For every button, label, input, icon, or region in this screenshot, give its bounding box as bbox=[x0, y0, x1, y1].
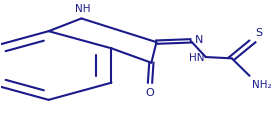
Text: S: S bbox=[255, 28, 262, 38]
Text: N: N bbox=[194, 35, 203, 45]
Text: NH: NH bbox=[75, 4, 91, 14]
Text: NH₂: NH₂ bbox=[252, 80, 271, 90]
Text: HN: HN bbox=[189, 53, 204, 63]
Text: O: O bbox=[146, 88, 154, 98]
